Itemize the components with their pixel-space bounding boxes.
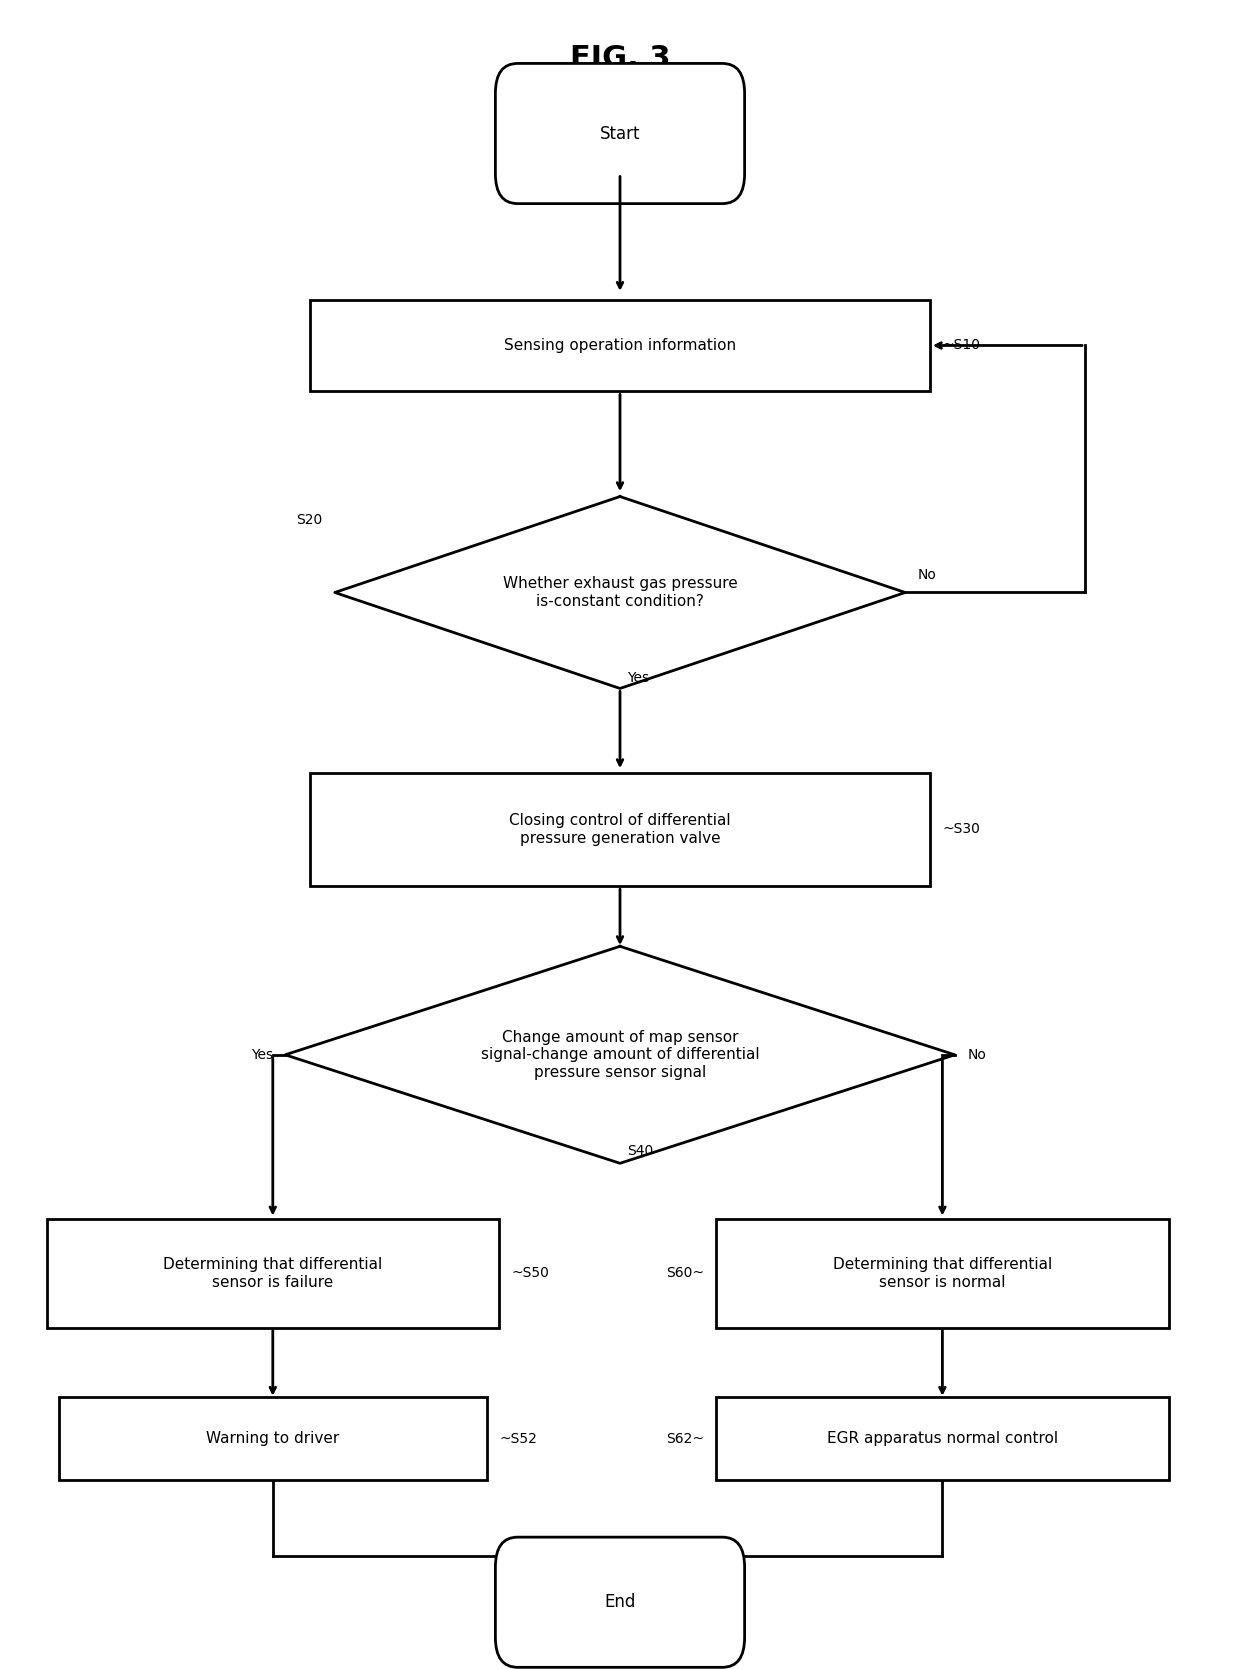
Text: Determining that differential
sensor is normal: Determining that differential sensor is …	[833, 1257, 1052, 1290]
Text: ~S52: ~S52	[498, 1432, 537, 1445]
Text: S40: S40	[627, 1145, 653, 1158]
Text: FIG. 3: FIG. 3	[569, 43, 671, 73]
Text: ~S30: ~S30	[942, 823, 981, 836]
Text: ~S10: ~S10	[942, 339, 981, 352]
Polygon shape	[335, 497, 905, 688]
Text: No: No	[918, 569, 936, 582]
Text: S60~: S60~	[666, 1267, 704, 1280]
Text: S62~: S62~	[666, 1432, 704, 1445]
Text: Closing control of differential
pressure generation valve: Closing control of differential pressure…	[510, 813, 730, 846]
FancyBboxPatch shape	[495, 1537, 744, 1667]
Text: Warning to driver: Warning to driver	[206, 1432, 340, 1445]
Text: Whether exhaust gas pressure
is-constant condition?: Whether exhaust gas pressure is-constant…	[502, 576, 738, 609]
Text: Change amount of map sensor
signal-change amount of differential
pressure sensor: Change amount of map sensor signal-chang…	[481, 1030, 759, 1080]
Text: End: End	[604, 1594, 636, 1611]
Text: EGR apparatus normal control: EGR apparatus normal control	[827, 1432, 1058, 1445]
Text: Yes: Yes	[627, 671, 650, 684]
FancyBboxPatch shape	[310, 773, 930, 886]
Polygon shape	[285, 946, 955, 1163]
Text: Yes: Yes	[250, 1048, 273, 1061]
Text: S20: S20	[296, 514, 322, 527]
FancyBboxPatch shape	[47, 1218, 498, 1329]
Text: Determining that differential
sensor is failure: Determining that differential sensor is …	[164, 1257, 382, 1290]
FancyBboxPatch shape	[717, 1397, 1168, 1480]
Text: ~S50: ~S50	[511, 1267, 549, 1280]
Text: Sensing operation information: Sensing operation information	[503, 339, 737, 352]
FancyBboxPatch shape	[495, 63, 744, 204]
FancyBboxPatch shape	[60, 1397, 486, 1480]
FancyBboxPatch shape	[310, 300, 930, 391]
Text: Start: Start	[600, 125, 640, 142]
Text: No: No	[967, 1048, 986, 1061]
FancyBboxPatch shape	[717, 1218, 1168, 1329]
